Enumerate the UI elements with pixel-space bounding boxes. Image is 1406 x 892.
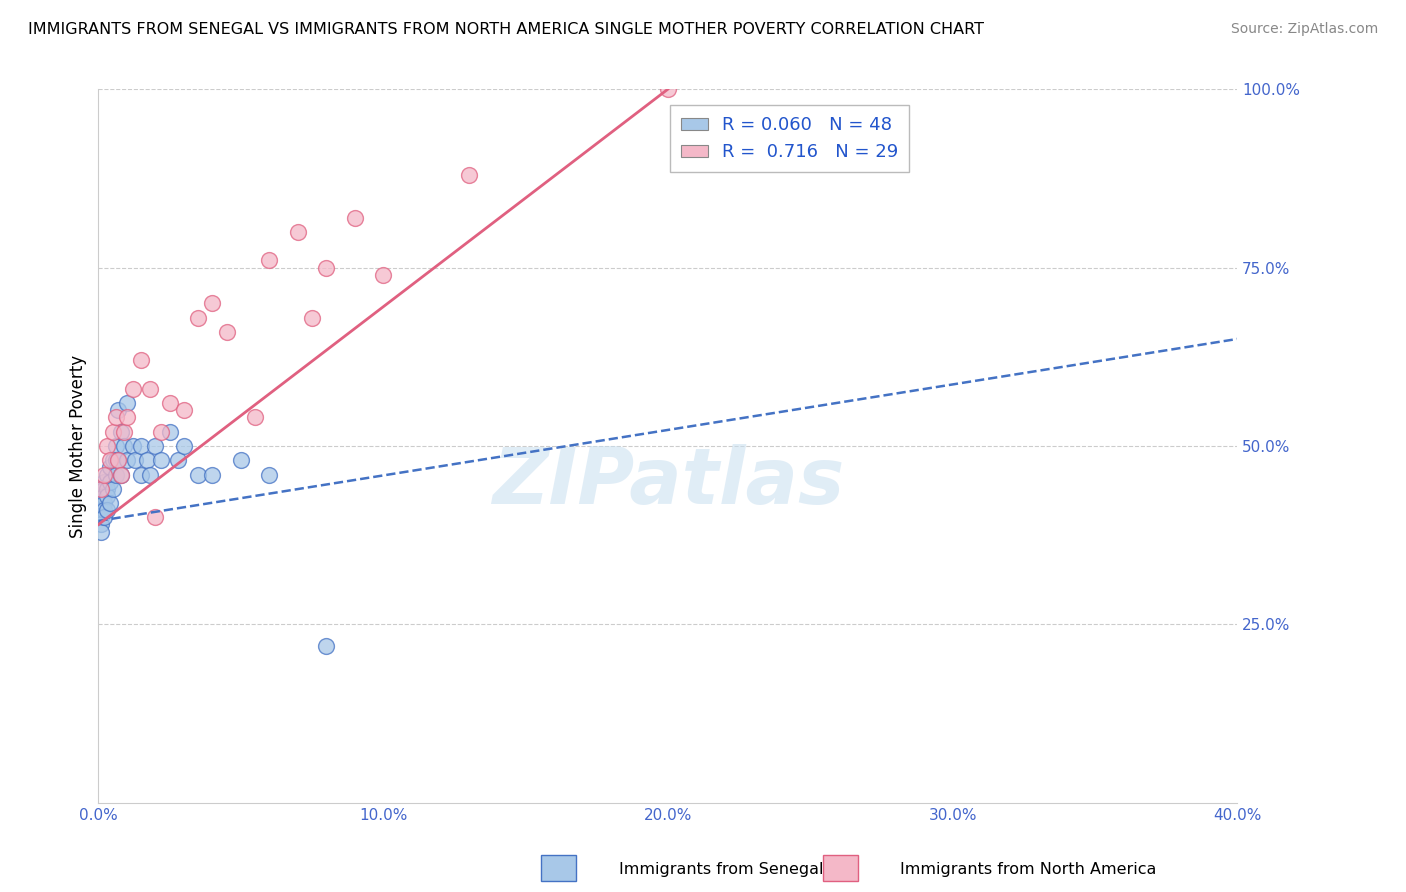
Text: Source: ZipAtlas.com: Source: ZipAtlas.com — [1230, 22, 1378, 37]
Point — [138, 382, 160, 396]
Point — [135, 453, 157, 467]
Point — [96, 482, 118, 496]
Point — [129, 439, 152, 453]
Point — [90, 524, 112, 539]
Point — [150, 425, 173, 439]
Point — [121, 382, 143, 396]
Point — [93, 482, 115, 496]
Point — [145, 510, 167, 524]
Point — [101, 482, 124, 496]
Point — [315, 260, 337, 275]
Point — [657, 82, 679, 96]
Point — [373, 268, 395, 282]
Point — [107, 453, 129, 467]
Point — [93, 475, 115, 489]
Point — [150, 453, 173, 467]
Point — [90, 489, 112, 503]
Text: ZIPatlas: ZIPatlas — [492, 443, 844, 520]
Point — [159, 396, 181, 410]
Point — [90, 517, 112, 532]
Point — [96, 467, 118, 482]
Point — [104, 467, 127, 482]
Point — [96, 503, 118, 517]
Point — [145, 439, 167, 453]
Point — [104, 439, 127, 453]
Point — [93, 510, 115, 524]
Point — [101, 453, 124, 467]
Point — [90, 482, 112, 496]
Point — [98, 496, 121, 510]
Point — [457, 168, 479, 182]
Point — [112, 439, 135, 453]
Point — [159, 425, 181, 439]
Point — [110, 425, 132, 439]
Point — [98, 475, 121, 489]
Point — [129, 467, 152, 482]
Point — [138, 467, 160, 482]
Legend: R = 0.060   N = 48, R =  0.716   N = 29: R = 0.060 N = 48, R = 0.716 N = 29 — [669, 105, 910, 172]
Point — [93, 489, 115, 503]
Point — [315, 639, 337, 653]
Text: Immigrants from North America: Immigrants from North America — [900, 863, 1156, 877]
Point — [301, 310, 323, 325]
Point — [104, 410, 127, 425]
Point — [112, 425, 135, 439]
Point — [96, 489, 118, 503]
Point — [93, 496, 115, 510]
Point — [104, 453, 127, 467]
Point — [201, 296, 224, 310]
Point — [259, 467, 281, 482]
Point — [121, 439, 143, 453]
Text: Immigrants from Senegal: Immigrants from Senegal — [619, 863, 823, 877]
Point — [107, 403, 129, 417]
Point — [173, 403, 195, 417]
Point — [343, 211, 366, 225]
Y-axis label: Single Mother Poverty: Single Mother Poverty — [69, 354, 87, 538]
Point — [90, 510, 112, 524]
Point — [259, 253, 281, 268]
Point — [90, 503, 112, 517]
Point — [93, 467, 115, 482]
Point — [215, 325, 238, 339]
Point — [201, 467, 224, 482]
Point — [90, 482, 112, 496]
Point — [115, 410, 138, 425]
Point — [287, 225, 309, 239]
Point — [110, 467, 132, 482]
Point — [90, 496, 112, 510]
Point — [187, 467, 209, 482]
Point — [115, 396, 138, 410]
Point — [107, 453, 129, 467]
Text: IMMIGRANTS FROM SENEGAL VS IMMIGRANTS FROM NORTH AMERICA SINGLE MOTHER POVERTY C: IMMIGRANTS FROM SENEGAL VS IMMIGRANTS FR… — [28, 22, 984, 37]
Point — [173, 439, 195, 453]
Point — [243, 410, 266, 425]
Point — [129, 353, 152, 368]
Point — [93, 503, 115, 517]
Point — [187, 310, 209, 325]
Point — [229, 453, 252, 467]
Point — [98, 453, 121, 467]
Point — [115, 453, 138, 467]
Point — [96, 439, 118, 453]
Point — [124, 453, 146, 467]
Point — [98, 460, 121, 475]
Point — [101, 425, 124, 439]
Point — [167, 453, 190, 467]
Point — [110, 467, 132, 482]
